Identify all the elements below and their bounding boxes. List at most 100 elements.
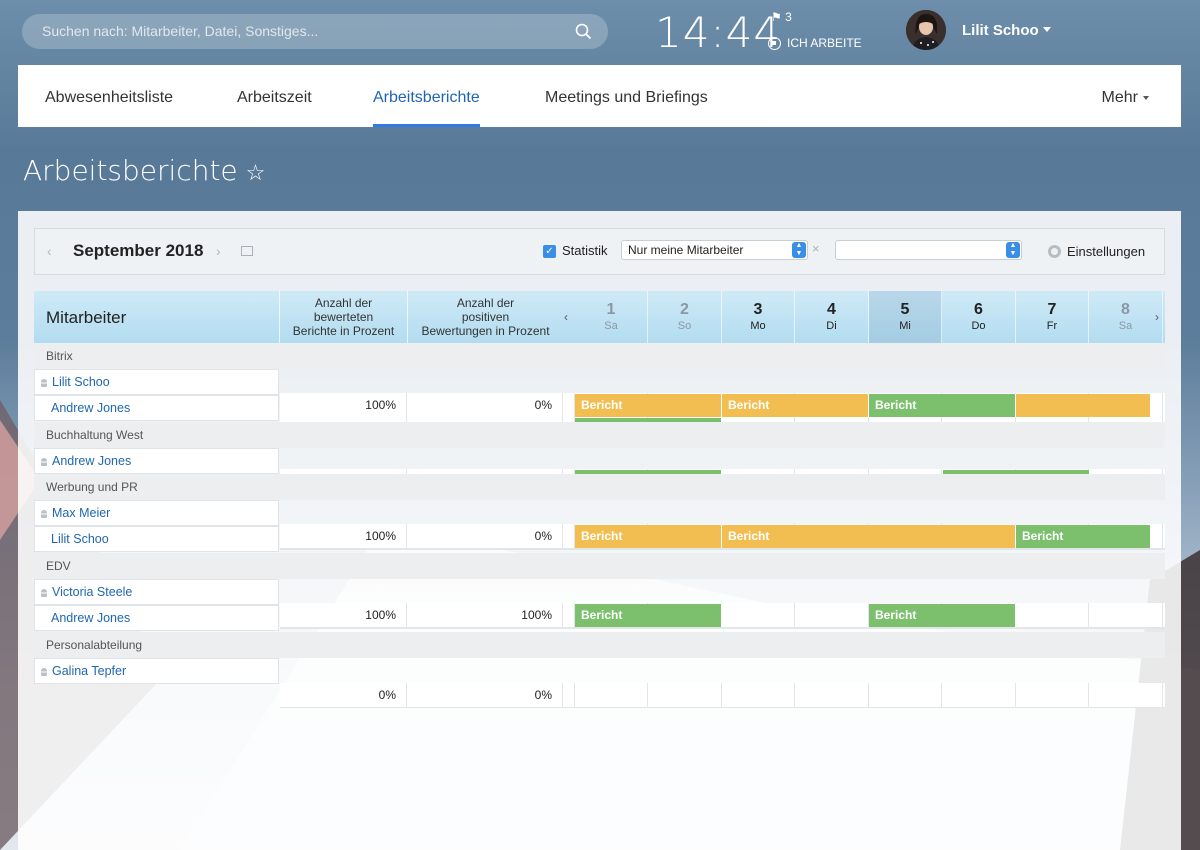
employee-name[interactable]: Victoria Steele — [52, 585, 133, 599]
day-number: 4 — [827, 301, 836, 318]
report-bar[interactable]: Bericht — [1016, 525, 1151, 548]
toolbar: ‹ September 2018 › ✓ Statistik Nur meine… — [34, 228, 1165, 275]
employee-name[interactable]: Lilit Schoo — [51, 532, 109, 546]
day-header-7: 7 Fr — [1016, 291, 1089, 343]
statistik-label: Statistik — [562, 243, 608, 258]
tab-meetings[interactable]: Meetings und Briefings — [545, 89, 708, 106]
day-cell[interactable] — [943, 683, 1016, 707]
report-bar[interactable]: Bericht — [575, 604, 722, 627]
day-header-5: 5 Mi — [869, 291, 942, 343]
day-weekday: Sa — [604, 320, 618, 332]
report-bar[interactable]: Bericht — [722, 394, 869, 417]
prev-month-icon[interactable]: ‹ — [47, 243, 52, 259]
work-status-label: ICH ARBEITE — [787, 36, 862, 50]
tab-arbeitsberichte[interactable]: Arbeitsberichte — [373, 65, 480, 127]
search-input[interactable]: Suchen nach: Mitarbeiter, Datei, Sonstig… — [22, 14, 608, 49]
employee-name[interactable]: Max Meier — [52, 506, 111, 520]
day-cell[interactable] — [796, 603, 869, 627]
day-cell[interactable] — [1016, 683, 1089, 707]
search-icon[interactable] — [575, 23, 592, 40]
col-positive-line1: Anzahl der — [456, 296, 515, 310]
report-bar[interactable]: Bericht — [869, 604, 1016, 627]
employee-name[interactable]: Andrew Jones — [51, 401, 131, 415]
group-name: Werbung und PR — [46, 480, 138, 494]
day-cell[interactable] — [869, 683, 942, 707]
col-rated-line1: Anzahl der — [314, 296, 373, 310]
chevron-down-icon — [1143, 95, 1149, 100]
report-bar[interactable]: Bericht — [575, 394, 722, 417]
employee-name[interactable]: Andrew Jones — [51, 611, 131, 625]
more-menu[interactable]: Mehr — [1102, 65, 1149, 127]
report-bar[interactable]: Bericht — [869, 394, 1016, 417]
scroll-left-icon[interactable]: ‹ — [564, 310, 568, 324]
employee-name[interactable]: Lilit Schoo — [52, 375, 110, 389]
group-name: Bitrix — [46, 349, 73, 363]
employee-filter-select[interactable]: Nur meine Mitarbeiter ▲ ▼ — [621, 240, 808, 260]
day-number: 7 — [1047, 301, 1057, 318]
day-header-1: 1 Sa — [575, 291, 648, 343]
day-cell[interactable] — [575, 683, 648, 707]
day-cell[interactable] — [1090, 393, 1163, 417]
employee-link[interactable]: Max Meier — [34, 500, 279, 526]
secondary-filter-select[interactable]: ▲ ▼ — [835, 240, 1022, 260]
tab-arbeitszeit[interactable]: Arbeitszeit — [237, 89, 312, 106]
day-cell[interactable] — [1090, 524, 1163, 548]
user-name[interactable]: Lilit Schoo — [962, 22, 1039, 39]
employee-link[interactable]: Andrew Jones — [34, 448, 279, 474]
scroll-right-icon[interactable]: › — [1155, 310, 1159, 324]
star-icon[interactable]: ☆ — [245, 161, 266, 186]
employee-name[interactable]: Andrew Jones — [52, 454, 132, 468]
person-icon — [41, 457, 47, 466]
work-status[interactable]: ICH ARBEITE — [768, 36, 862, 50]
employee-link[interactable]: Lilit Schoo — [34, 369, 279, 395]
positive-percent-cell: 0% — [407, 524, 563, 548]
day-cell[interactable] — [649, 683, 722, 707]
next-month-icon[interactable]: › — [216, 243, 221, 259]
main-panel: ‹ September 2018 › ✓ Statistik Nur meine… — [18, 211, 1181, 850]
day-number: 5 — [900, 301, 910, 318]
employee-link[interactable]: Andrew Jones — [34, 605, 279, 631]
month-label: September 2018 — [73, 241, 204, 260]
settings-button[interactable]: Einstellungen — [1067, 244, 1146, 259]
day-cell[interactable] — [1090, 683, 1163, 707]
table-row: 100% 0% Bericht Bericht Bericht — [280, 524, 1165, 549]
report-bar[interactable] — [1016, 394, 1151, 417]
employee-link[interactable]: Victoria Steele — [34, 579, 279, 605]
person-icon — [41, 509, 47, 518]
table-row: 100% 0% Bericht Bericht Bericht — [280, 393, 1165, 418]
employee-name[interactable]: Galina Tepfer — [52, 664, 127, 678]
spacer-cell — [563, 393, 575, 417]
group-name: EDV — [46, 559, 71, 573]
clear-filter-icon[interactable]: × — [812, 241, 820, 256]
col-positive-percent: Anzahl der positiven Bewertungen in Proz… — [408, 296, 563, 338]
employee-filter-value: Nur meine Mitarbeiter — [628, 243, 744, 257]
page-title: Arbeitsberichte ☆ — [23, 154, 265, 187]
day-number: 3 — [753, 301, 763, 318]
statistik-checkbox[interactable]: ✓ — [543, 245, 556, 258]
employee-link[interactable]: Lilit Schoo — [34, 526, 279, 552]
rated-percent-cell: 0% — [280, 683, 407, 707]
avatar[interactable] — [906, 10, 946, 50]
calendar-icon[interactable] — [241, 246, 253, 256]
table-row: 100%100% Bericht Bericht — [280, 603, 1165, 628]
day-header-2: 2 So — [649, 291, 722, 343]
day-cell[interactable] — [722, 603, 795, 627]
chevron-down-icon[interactable] — [1043, 27, 1051, 32]
person-icon — [41, 667, 47, 676]
day-cell[interactable] — [722, 683, 795, 707]
day-weekday: Do — [971, 320, 986, 332]
clock: 14:44 — [655, 8, 782, 57]
report-bar[interactable]: Bericht — [722, 525, 1016, 548]
group-row: Buchhaltung West — [34, 422, 1165, 448]
employee-link[interactable]: Andrew Jones — [34, 395, 279, 421]
tab-abwesenheitsliste[interactable]: Abwesenheitsliste — [45, 89, 174, 106]
gear-icon[interactable] — [1048, 245, 1061, 258]
top-nav: Abwesenheitsliste Arbeitszeit Arbeitsber… — [18, 65, 1181, 127]
day-weekday: Di — [826, 320, 837, 332]
day-cell[interactable] — [796, 683, 869, 707]
flag-counter[interactable]: ⚑ 3 — [771, 10, 792, 24]
report-bar[interactable]: Bericht — [575, 525, 722, 548]
employee-link[interactable]: Galina Tepfer — [34, 658, 279, 684]
day-cell[interactable] — [1016, 603, 1089, 627]
day-cell[interactable] — [1090, 603, 1163, 627]
